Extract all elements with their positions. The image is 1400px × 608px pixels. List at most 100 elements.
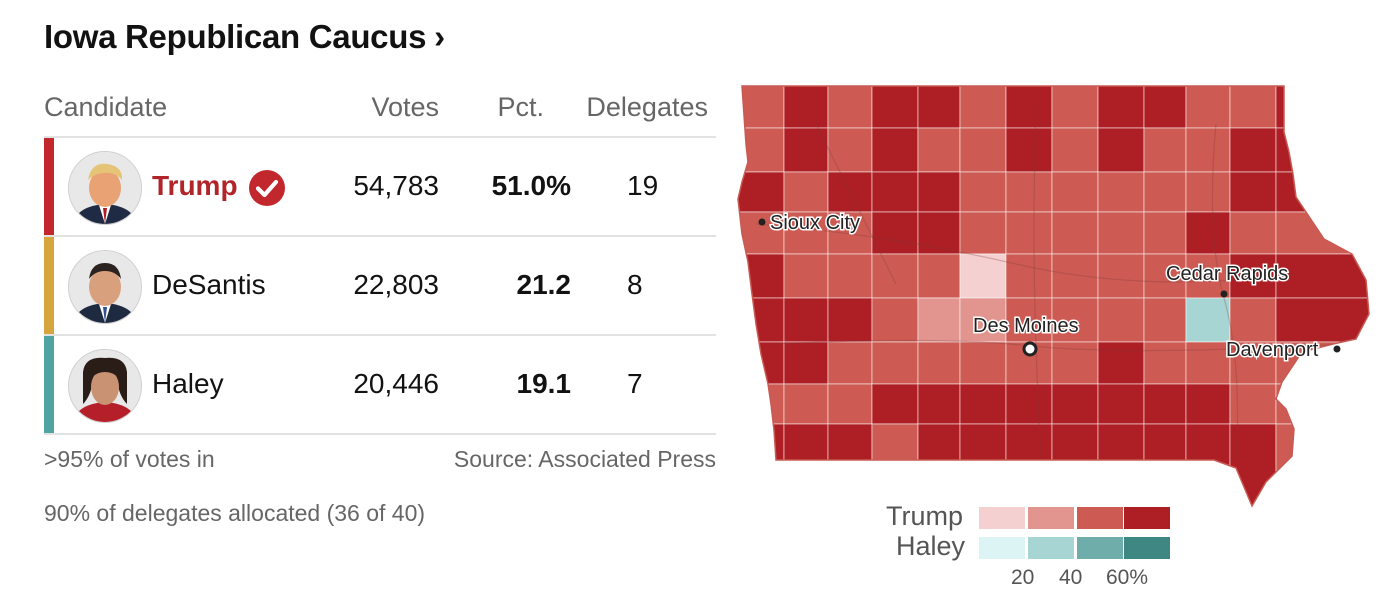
county[interactable] [1185, 211, 1231, 255]
county[interactable] [1005, 253, 1053, 299]
county[interactable] [1143, 171, 1187, 213]
county[interactable] [1143, 423, 1187, 508]
county[interactable] [1005, 383, 1053, 425]
county[interactable] [1143, 84, 1187, 129]
county[interactable] [827, 253, 873, 299]
county[interactable] [1185, 383, 1231, 425]
county[interactable] [827, 383, 873, 425]
county[interactable] [1185, 84, 1231, 129]
county[interactable] [871, 341, 919, 385]
county[interactable] [1143, 383, 1187, 425]
county[interactable] [1097, 171, 1145, 213]
county[interactable] [783, 383, 829, 425]
county[interactable] [1097, 253, 1145, 299]
county[interactable] [1185, 171, 1231, 213]
county[interactable] [827, 297, 873, 343]
county[interactable] [1143, 211, 1187, 255]
county[interactable] [783, 253, 829, 299]
county[interactable] [1051, 211, 1099, 255]
county[interactable] [1051, 253, 1099, 299]
county[interactable] [871, 297, 919, 343]
county[interactable] [736, 383, 785, 425]
county[interactable] [1229, 84, 1277, 129]
county[interactable] [959, 341, 1007, 385]
county[interactable] [736, 253, 785, 299]
county[interactable] [1275, 171, 1376, 213]
county[interactable] [1275, 423, 1376, 508]
county[interactable] [1097, 127, 1145, 173]
page-title[interactable]: Iowa Republican Caucus › [44, 18, 445, 56]
county[interactable] [1051, 383, 1099, 425]
county[interactable] [736, 297, 785, 343]
county[interactable] [871, 423, 919, 508]
county[interactable] [1185, 341, 1231, 385]
county[interactable] [1229, 383, 1277, 425]
county[interactable] [1005, 171, 1053, 213]
county[interactable] [917, 423, 961, 508]
county[interactable] [959, 297, 1007, 343]
county[interactable] [1229, 171, 1277, 213]
county[interactable] [1143, 341, 1187, 385]
county[interactable] [1005, 423, 1053, 508]
county[interactable] [1229, 253, 1277, 299]
county[interactable] [827, 84, 873, 129]
county[interactable] [917, 383, 961, 425]
county[interactable] [1275, 84, 1376, 129]
county[interactable] [1051, 297, 1099, 343]
county[interactable] [959, 211, 1007, 255]
county[interactable] [783, 211, 829, 255]
county[interactable] [1097, 341, 1145, 385]
county[interactable] [959, 84, 1007, 129]
county[interactable] [1097, 423, 1145, 508]
county[interactable] [1051, 171, 1099, 213]
county[interactable] [871, 211, 919, 255]
county[interactable] [959, 253, 1007, 299]
county[interactable] [1275, 211, 1376, 255]
county[interactable] [1051, 127, 1099, 173]
county[interactable] [1275, 383, 1376, 425]
county[interactable] [736, 423, 785, 508]
county[interactable] [1097, 211, 1145, 255]
county[interactable] [783, 297, 829, 343]
county[interactable] [783, 423, 829, 508]
county[interactable] [1005, 84, 1053, 129]
county[interactable] [959, 383, 1007, 425]
county[interactable] [1143, 127, 1187, 173]
county[interactable] [917, 84, 961, 129]
county[interactable] [1005, 297, 1053, 343]
county[interactable] [736, 127, 785, 173]
county[interactable] [1229, 211, 1277, 255]
county[interactable] [917, 297, 961, 343]
county[interactable] [1275, 253, 1376, 299]
county[interactable] [917, 171, 961, 213]
county[interactable] [1275, 297, 1376, 343]
county[interactable] [1229, 341, 1277, 385]
county[interactable] [959, 171, 1007, 213]
county[interactable] [917, 341, 961, 385]
county[interactable] [1051, 423, 1099, 508]
county[interactable] [871, 383, 919, 425]
county[interactable] [917, 253, 961, 299]
county[interactable] [959, 423, 1007, 508]
county[interactable] [1185, 423, 1231, 508]
county[interactable] [959, 127, 1007, 173]
county[interactable] [827, 341, 873, 385]
county[interactable] [1097, 383, 1145, 425]
county[interactable] [871, 253, 919, 299]
county[interactable] [871, 127, 919, 173]
county[interactable] [827, 127, 873, 173]
county[interactable] [783, 341, 829, 385]
county[interactable] [1097, 84, 1145, 129]
county[interactable] [783, 84, 829, 129]
county[interactable] [1185, 297, 1231, 343]
county[interactable] [827, 423, 873, 508]
county[interactable] [1229, 297, 1277, 343]
county[interactable] [736, 171, 785, 213]
county[interactable] [871, 171, 919, 213]
county[interactable] [1229, 127, 1277, 173]
county[interactable] [871, 84, 919, 129]
county[interactable] [1097, 297, 1145, 343]
county[interactable] [1051, 84, 1099, 129]
county[interactable] [1143, 297, 1187, 343]
county[interactable] [1005, 127, 1053, 173]
